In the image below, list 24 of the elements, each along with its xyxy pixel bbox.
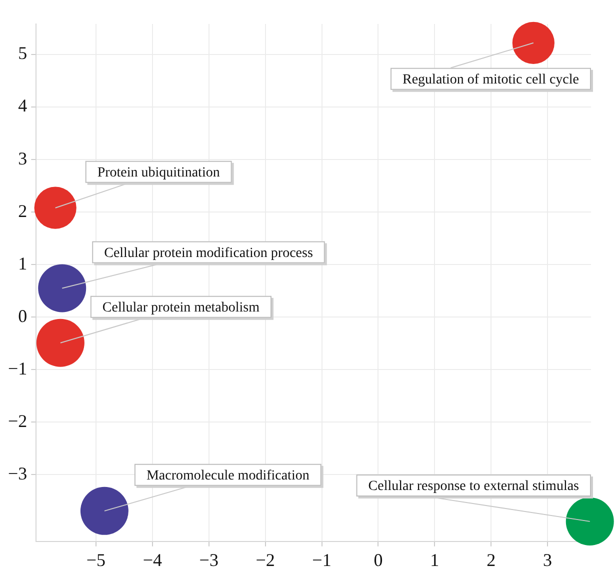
y-tick-label: 4 — [18, 96, 28, 116]
x-tick-label: −1 — [312, 550, 332, 570]
x-tick-label: 2 — [486, 550, 496, 570]
y-tick-label: −3 — [8, 463, 28, 484]
y-tick-label: −2 — [8, 410, 28, 431]
y-tick-label: 0 — [18, 306, 28, 326]
x-tick-label: −5 — [86, 550, 106, 570]
data-label: Cellular response to external stimulas — [368, 479, 580, 494]
data-label: Regulation of mitotic cell cycle — [402, 72, 579, 88]
y-tick-label: 2 — [18, 200, 28, 221]
data-label: Cellular protein modification process — [104, 246, 313, 261]
y-tick-label: −1 — [8, 358, 28, 378]
y-tick-label: 5 — [18, 43, 28, 64]
x-tick-label: −2 — [256, 550, 275, 570]
x-tick-label: 0 — [374, 550, 383, 570]
y-tick-label: 3 — [18, 148, 28, 168]
x-tick-label: −4 — [142, 550, 162, 570]
data-label: Cellular protein metabolism — [102, 300, 260, 316]
data-label: Macromolecule modification — [146, 468, 310, 484]
x-tick-label: 1 — [430, 550, 440, 570]
x-tick-label: −3 — [199, 550, 218, 570]
y-tick-label: 1 — [18, 253, 28, 274]
data-label: Protein ubiquitination — [97, 166, 220, 181]
x-tick-label: 3 — [543, 550, 552, 570]
